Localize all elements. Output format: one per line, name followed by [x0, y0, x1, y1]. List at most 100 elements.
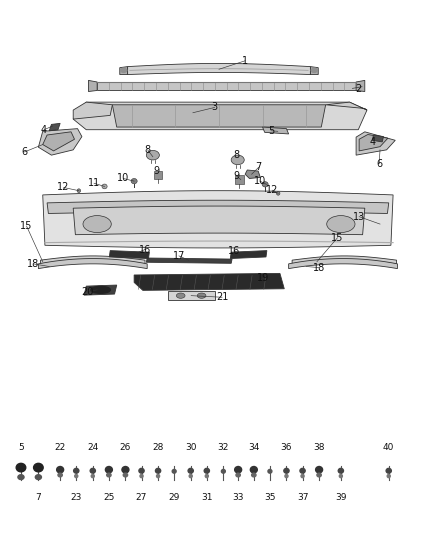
Ellipse shape — [236, 473, 240, 477]
Polygon shape — [39, 259, 147, 269]
Text: 38: 38 — [313, 443, 325, 453]
Ellipse shape — [284, 469, 289, 473]
Ellipse shape — [189, 474, 192, 478]
Ellipse shape — [197, 293, 206, 298]
Polygon shape — [245, 170, 260, 179]
Ellipse shape — [74, 469, 79, 473]
Text: 17: 17 — [173, 251, 185, 261]
Text: 8: 8 — [145, 145, 151, 155]
Text: 18: 18 — [27, 259, 39, 269]
Polygon shape — [88, 80, 97, 92]
Text: 30: 30 — [185, 443, 197, 453]
Text: 37: 37 — [297, 494, 308, 503]
Ellipse shape — [122, 466, 129, 473]
Ellipse shape — [338, 469, 343, 473]
Polygon shape — [73, 206, 365, 235]
Text: 16: 16 — [228, 246, 240, 256]
Ellipse shape — [231, 155, 244, 165]
Polygon shape — [289, 259, 397, 269]
Polygon shape — [127, 63, 311, 75]
Polygon shape — [113, 105, 325, 127]
Text: 13: 13 — [353, 212, 365, 222]
Text: 15: 15 — [331, 233, 343, 243]
Ellipse shape — [188, 469, 193, 473]
Ellipse shape — [221, 470, 225, 473]
Text: 16: 16 — [139, 245, 151, 255]
Polygon shape — [43, 191, 393, 248]
Text: 34: 34 — [248, 443, 259, 453]
Text: 24: 24 — [87, 443, 99, 453]
Polygon shape — [134, 273, 284, 290]
Text: 19: 19 — [257, 273, 269, 283]
Ellipse shape — [35, 475, 42, 480]
Ellipse shape — [177, 293, 185, 298]
Bar — [154, 171, 162, 179]
Ellipse shape — [327, 216, 355, 232]
Ellipse shape — [252, 473, 256, 477]
Ellipse shape — [155, 469, 161, 473]
Ellipse shape — [75, 474, 78, 478]
Text: 31: 31 — [201, 494, 212, 503]
Text: 9: 9 — [233, 171, 240, 181]
Text: 11: 11 — [88, 178, 100, 188]
Text: 29: 29 — [169, 494, 180, 503]
Text: 5: 5 — [18, 443, 24, 453]
Text: 36: 36 — [281, 443, 292, 453]
Ellipse shape — [262, 182, 268, 187]
Text: 10: 10 — [254, 176, 266, 186]
Ellipse shape — [386, 469, 391, 473]
Ellipse shape — [276, 191, 280, 195]
Text: 2: 2 — [355, 84, 361, 94]
Ellipse shape — [204, 469, 209, 473]
Ellipse shape — [140, 474, 143, 478]
Ellipse shape — [268, 470, 272, 473]
Text: 3: 3 — [212, 102, 218, 112]
Text: 4: 4 — [369, 137, 375, 147]
Ellipse shape — [139, 469, 144, 473]
Ellipse shape — [120, 68, 127, 72]
Text: 18: 18 — [313, 263, 325, 272]
Polygon shape — [230, 251, 267, 259]
Polygon shape — [359, 134, 388, 151]
Ellipse shape — [317, 473, 321, 477]
Text: 8: 8 — [233, 150, 240, 160]
Ellipse shape — [107, 473, 111, 477]
Text: 26: 26 — [120, 443, 131, 453]
Text: 5: 5 — [268, 126, 274, 136]
Text: 6: 6 — [376, 159, 382, 168]
Text: 10: 10 — [117, 173, 129, 183]
Ellipse shape — [316, 466, 322, 473]
Ellipse shape — [91, 474, 94, 478]
Ellipse shape — [301, 474, 304, 478]
Ellipse shape — [123, 473, 127, 477]
Text: 12: 12 — [266, 185, 278, 195]
Text: 32: 32 — [218, 443, 229, 453]
Text: 40: 40 — [383, 443, 395, 453]
Ellipse shape — [77, 189, 81, 192]
Ellipse shape — [83, 216, 111, 232]
Ellipse shape — [205, 474, 208, 478]
Polygon shape — [41, 256, 145, 264]
Polygon shape — [49, 123, 60, 131]
Ellipse shape — [300, 469, 305, 473]
Ellipse shape — [102, 184, 107, 189]
Text: 1: 1 — [242, 56, 248, 66]
Ellipse shape — [131, 179, 137, 184]
Ellipse shape — [146, 150, 159, 160]
Ellipse shape — [90, 469, 95, 473]
Ellipse shape — [57, 466, 64, 473]
Ellipse shape — [91, 286, 110, 293]
Text: 33: 33 — [233, 494, 244, 503]
Polygon shape — [110, 251, 149, 259]
Text: 21: 21 — [216, 292, 228, 302]
Text: 20: 20 — [81, 287, 94, 297]
Ellipse shape — [172, 470, 176, 473]
Polygon shape — [168, 291, 215, 301]
Polygon shape — [84, 285, 117, 295]
Bar — [235, 175, 244, 184]
Polygon shape — [325, 102, 367, 110]
Ellipse shape — [285, 474, 288, 478]
Ellipse shape — [387, 474, 390, 478]
Text: 6: 6 — [21, 147, 28, 157]
Polygon shape — [292, 256, 396, 264]
